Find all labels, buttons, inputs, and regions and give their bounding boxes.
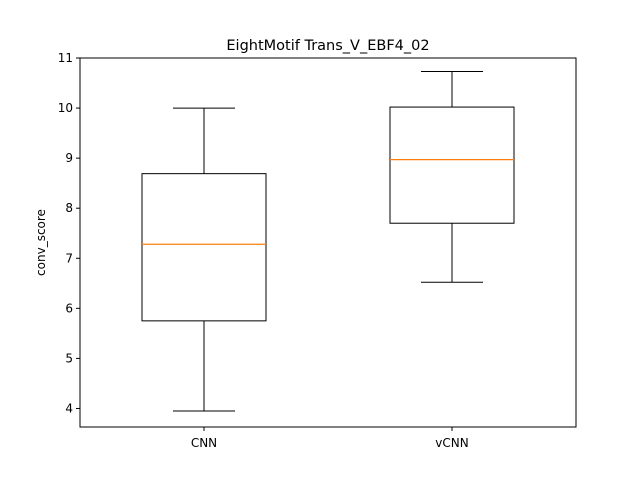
iqr-box: [389, 106, 515, 224]
y-axis-label: conv_score: [34, 209, 48, 276]
box-vcnn: [389, 71, 515, 283]
y-tick-label: 4: [65, 401, 73, 415]
y-tick-label: 8: [65, 201, 73, 215]
box-cnn: [141, 107, 267, 412]
y-axis: 4 5 6 7 8 9 10 11: [58, 51, 80, 415]
y-tick-label: 11: [58, 51, 73, 65]
x-axis: CNN vCNN: [191, 427, 469, 450]
box-series: [141, 71, 515, 412]
iqr-box: [141, 173, 267, 322]
x-tick-label: vCNN: [435, 436, 468, 450]
x-tick-label: CNN: [191, 436, 217, 450]
chart-title: EightMotif Trans_V_EBF4_02: [226, 38, 429, 54]
y-tick-label: 10: [58, 101, 73, 115]
y-tick-label: 6: [65, 301, 73, 315]
y-tick-label: 9: [65, 151, 73, 165]
plot-area-frame: [79, 57, 577, 428]
y-tick-label: 7: [65, 251, 73, 265]
y-tick-label: 5: [65, 351, 73, 365]
